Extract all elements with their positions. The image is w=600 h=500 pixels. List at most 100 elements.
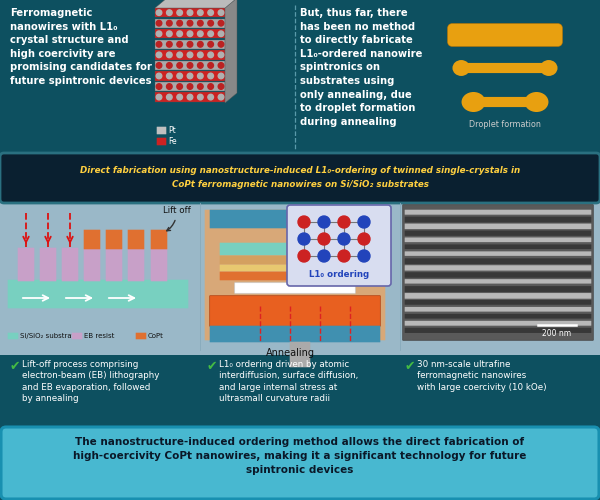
Text: L1₀ ordering driven by atomic
interdiffusion, surface diffusion,
and large inter: L1₀ ordering driven by atomic interdiffu… <box>219 360 358 404</box>
FancyBboxPatch shape <box>404 238 592 242</box>
FancyBboxPatch shape <box>0 355 600 430</box>
FancyBboxPatch shape <box>404 244 592 249</box>
Circle shape <box>218 94 224 100</box>
Circle shape <box>208 52 214 58</box>
FancyBboxPatch shape <box>106 230 122 250</box>
Circle shape <box>187 94 193 100</box>
FancyBboxPatch shape <box>404 272 592 278</box>
Circle shape <box>338 233 350 245</box>
FancyBboxPatch shape <box>403 204 593 340</box>
Circle shape <box>218 31 224 36</box>
Circle shape <box>177 20 182 26</box>
FancyBboxPatch shape <box>155 72 225 80</box>
Circle shape <box>187 10 193 16</box>
FancyBboxPatch shape <box>0 200 600 355</box>
FancyBboxPatch shape <box>404 300 592 304</box>
FancyBboxPatch shape <box>155 40 225 49</box>
FancyBboxPatch shape <box>155 18 225 28</box>
Circle shape <box>197 73 203 79</box>
FancyBboxPatch shape <box>404 279 592 283</box>
Circle shape <box>218 84 224 89</box>
FancyBboxPatch shape <box>151 230 167 250</box>
FancyBboxPatch shape <box>220 264 370 272</box>
FancyBboxPatch shape <box>155 92 225 102</box>
Text: CoPt ferromagnetic nanowires on Si/SiO₂ substrates: CoPt ferromagnetic nanowires on Si/SiO₂ … <box>172 180 428 189</box>
FancyBboxPatch shape <box>404 252 592 256</box>
FancyBboxPatch shape <box>8 280 188 308</box>
Circle shape <box>208 84 214 89</box>
Circle shape <box>298 250 310 262</box>
Circle shape <box>167 10 172 16</box>
FancyBboxPatch shape <box>72 332 82 340</box>
FancyBboxPatch shape <box>472 97 538 107</box>
Circle shape <box>197 31 203 36</box>
Circle shape <box>167 42 172 47</box>
Circle shape <box>197 20 203 26</box>
Text: Fe: Fe <box>168 137 176 146</box>
FancyBboxPatch shape <box>155 8 225 18</box>
Circle shape <box>187 73 193 79</box>
FancyBboxPatch shape <box>0 0 600 155</box>
Circle shape <box>358 216 370 228</box>
Circle shape <box>197 42 203 47</box>
Circle shape <box>358 250 370 262</box>
Circle shape <box>218 62 224 68</box>
Circle shape <box>167 52 172 58</box>
FancyBboxPatch shape <box>210 326 380 342</box>
Circle shape <box>218 10 224 16</box>
FancyBboxPatch shape <box>404 210 592 214</box>
Text: 200 nm: 200 nm <box>542 329 572 338</box>
Circle shape <box>167 94 172 100</box>
Circle shape <box>156 62 162 68</box>
FancyBboxPatch shape <box>155 29 225 38</box>
Text: 30 nm-scale ultrafine
ferromagnetic nanowires
with large coercivity (10 kOe): 30 nm-scale ultrafine ferromagnetic nano… <box>417 360 547 392</box>
Text: ✔: ✔ <box>207 360 218 373</box>
Circle shape <box>208 20 214 26</box>
Circle shape <box>177 52 182 58</box>
FancyBboxPatch shape <box>157 138 166 145</box>
Circle shape <box>318 250 330 262</box>
Circle shape <box>218 20 224 26</box>
Text: EB resist: EB resist <box>84 333 115 339</box>
Circle shape <box>167 20 172 26</box>
FancyBboxPatch shape <box>404 266 592 270</box>
Circle shape <box>197 52 203 58</box>
Text: Ferromagnetic
nanowires with L1₀
crystal structure and
high coercivity are
promi: Ferromagnetic nanowires with L1₀ crystal… <box>10 8 152 86</box>
Circle shape <box>156 20 162 26</box>
Text: ✔: ✔ <box>10 360 20 373</box>
Text: Direct fabrication using nanostructure-induced L1₀-ordering of twinned single-cr: Direct fabrication using nanostructure-i… <box>80 166 520 175</box>
Text: The nanostructure-induced ordering method allows the direct fabrication of
high-: The nanostructure-induced ordering metho… <box>73 437 527 475</box>
FancyBboxPatch shape <box>157 126 166 134</box>
Circle shape <box>167 73 172 79</box>
FancyBboxPatch shape <box>404 224 592 229</box>
FancyBboxPatch shape <box>404 314 592 318</box>
FancyBboxPatch shape <box>1 427 599 499</box>
Circle shape <box>156 52 162 58</box>
FancyBboxPatch shape <box>106 248 122 282</box>
FancyBboxPatch shape <box>151 248 167 282</box>
Polygon shape <box>225 0 237 103</box>
Circle shape <box>197 62 203 68</box>
Text: Lift-off process comprising
electron-beam (EB) lithography
and EB evaporation, f: Lift-off process comprising electron-bea… <box>22 360 160 404</box>
Circle shape <box>338 250 350 262</box>
Circle shape <box>177 94 182 100</box>
Circle shape <box>156 31 162 36</box>
Circle shape <box>167 84 172 89</box>
FancyBboxPatch shape <box>404 307 592 312</box>
FancyBboxPatch shape <box>8 332 19 340</box>
Circle shape <box>156 84 162 89</box>
Circle shape <box>187 84 193 89</box>
FancyBboxPatch shape <box>448 24 562 46</box>
Ellipse shape <box>461 92 485 112</box>
FancyBboxPatch shape <box>128 248 145 282</box>
Circle shape <box>208 42 214 47</box>
FancyBboxPatch shape <box>62 248 79 282</box>
Text: Pt: Pt <box>168 126 176 135</box>
Text: L1₀ ordering: L1₀ ordering <box>309 270 369 279</box>
FancyBboxPatch shape <box>220 256 370 264</box>
FancyBboxPatch shape <box>84 230 100 250</box>
Circle shape <box>156 73 162 79</box>
Circle shape <box>177 73 182 79</box>
FancyBboxPatch shape <box>220 272 370 280</box>
Circle shape <box>358 233 370 245</box>
